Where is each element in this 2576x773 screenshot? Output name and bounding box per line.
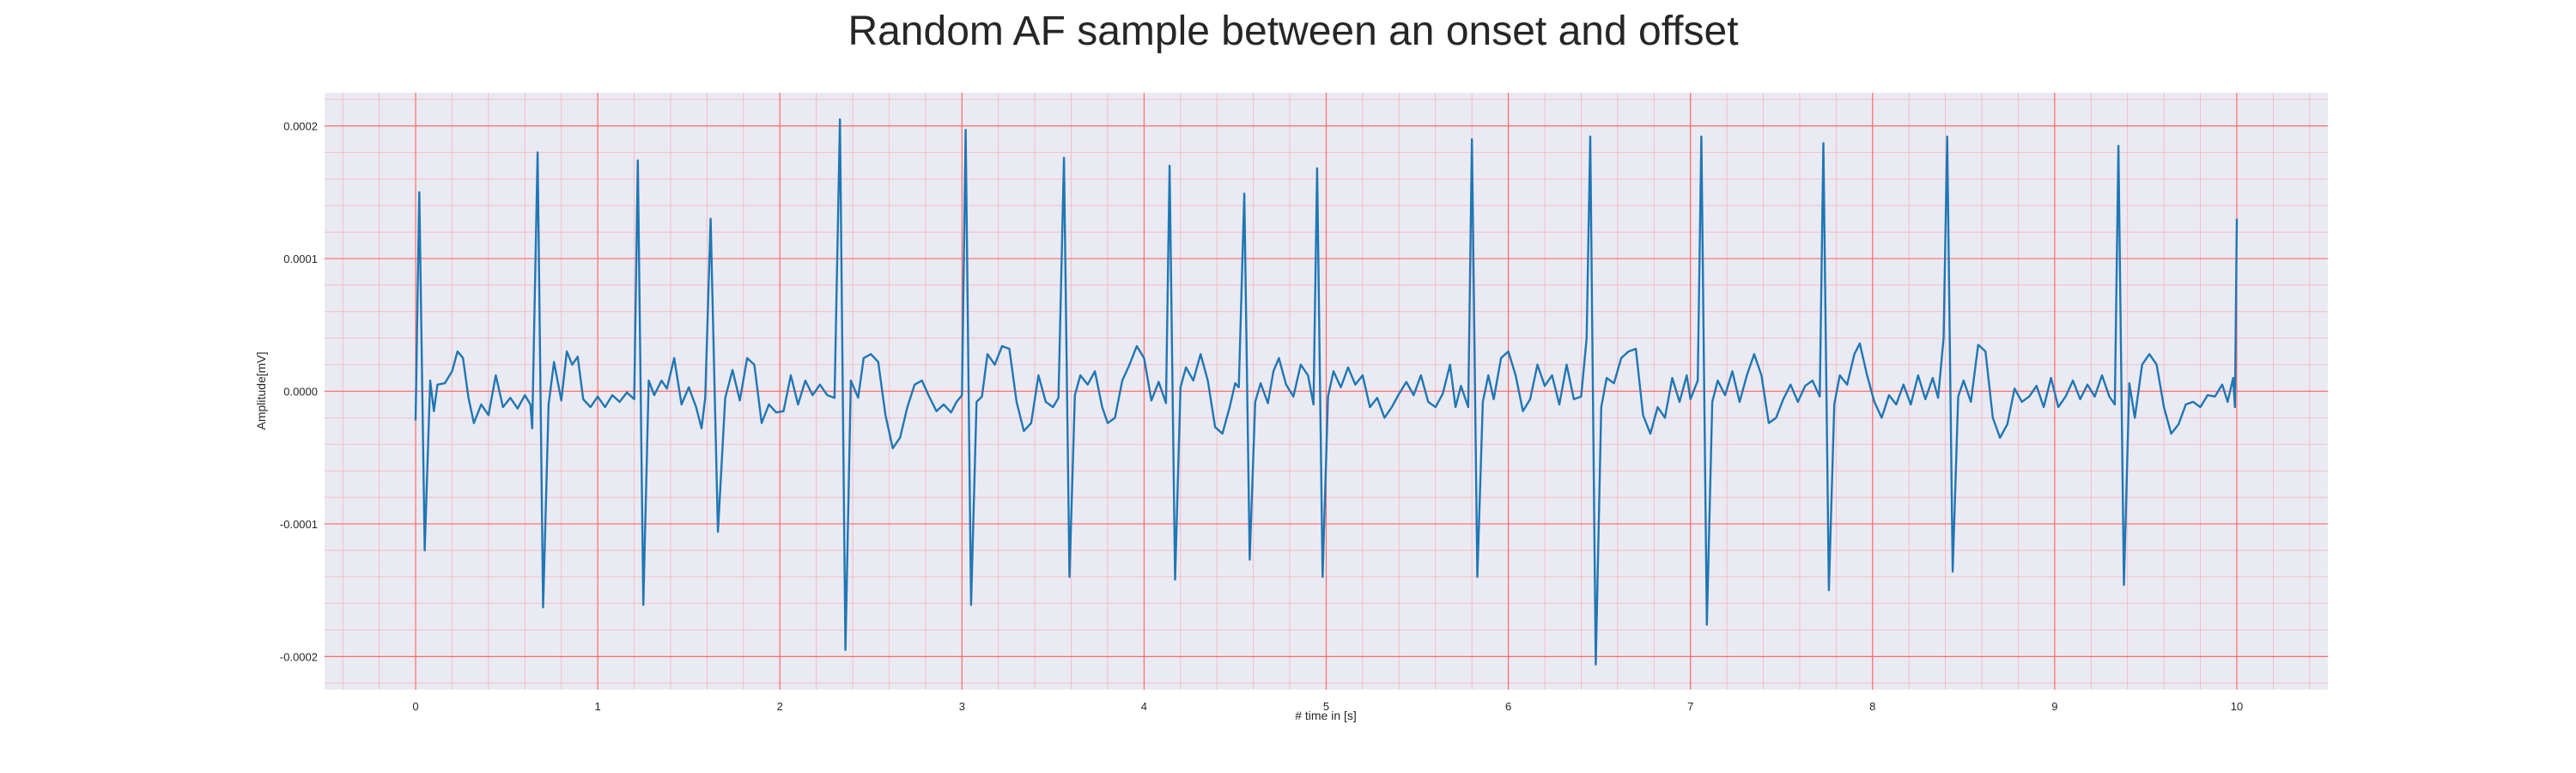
x-tick-label: 8: [1869, 700, 1875, 713]
y-tick-label: 0.0000: [283, 386, 318, 399]
x-tick-label: 5: [1323, 700, 1329, 713]
x-tick-label: 1: [595, 700, 601, 713]
chart-title: Random AF sample between an onset and of…: [848, 9, 1738, 54]
x-tick-label: 0: [412, 700, 418, 713]
y-tick-label: 0.0002: [283, 120, 318, 133]
x-axis-ticks: 0 1 2 3 4 5 6 7 8 9 10: [412, 700, 2243, 713]
y-tick-label: -0.0002: [280, 650, 318, 663]
y-axis-ticks: -0.0002 -0.0001 0.0000 0.0001 0.0002: [280, 120, 318, 664]
x-tick-label: 2: [777, 700, 783, 713]
x-tick-label: 4: [1141, 700, 1147, 713]
y-axis-label: Amplitude[mV]: [254, 351, 268, 429]
x-tick-label: 7: [1687, 700, 1693, 713]
y-tick-label: 0.0001: [283, 253, 318, 265]
ecg-series-line: [414, 118, 2239, 666]
x-axis-label: # time in [s]: [1295, 709, 1357, 722]
major-grid: [325, 93, 2328, 690]
x-tick-label: 10: [2231, 700, 2243, 713]
y-tick-label: -0.0001: [280, 518, 318, 531]
x-tick-label: 3: [959, 700, 965, 713]
x-tick-label: 9: [2051, 700, 2057, 713]
x-tick-label: 6: [1505, 700, 1511, 713]
